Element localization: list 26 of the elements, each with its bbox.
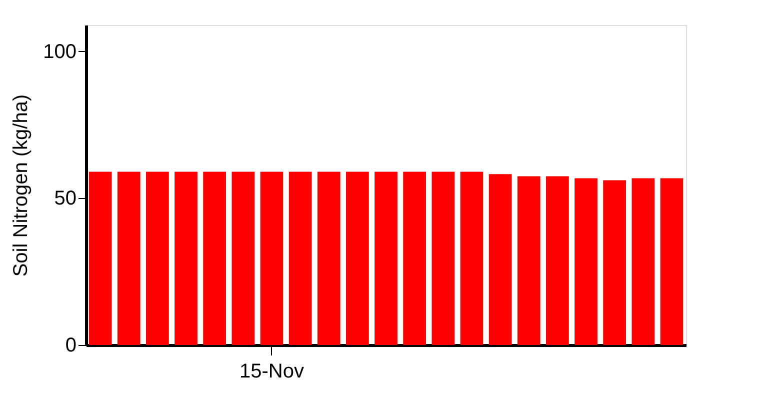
y-tick-label: 0 [65,334,76,356]
bar [346,172,369,345]
bar [288,172,312,345]
bar [517,176,540,345]
bar [117,172,140,345]
bar [403,172,426,345]
bar [632,178,655,345]
bar [603,180,626,345]
bar [88,172,112,345]
bar [174,172,198,345]
bar [460,172,484,345]
bar [317,172,340,345]
bar [146,172,169,345]
bar [203,172,226,345]
bar [260,172,284,345]
bar [574,178,598,345]
y-tick-label: 50 [54,188,76,210]
x-tick-label: 15-Nov [239,360,304,382]
bar [488,174,512,345]
bar [660,178,684,345]
y-axis-title: Soil Nitrogen (kg/ha) [10,94,32,277]
bar [374,172,398,345]
bar [232,172,255,345]
bar [546,176,569,345]
y-tick-label: 100 [43,40,76,63]
bar [432,172,455,345]
